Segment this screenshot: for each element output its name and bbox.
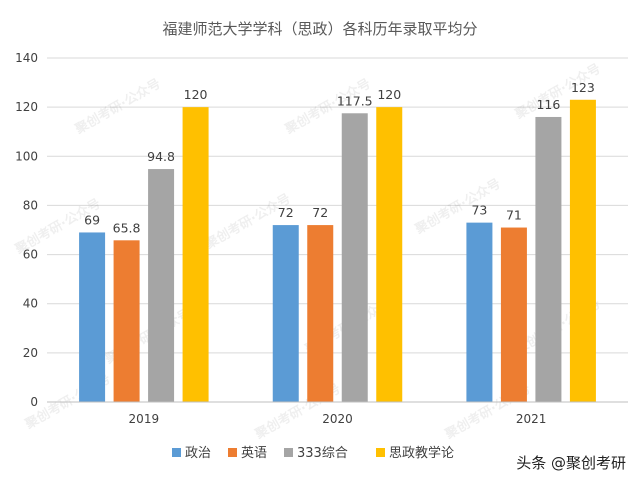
data-label: 94.8 — [147, 149, 175, 164]
chart-title: 福建师范大学学科（思政）各科历年录取平均分 — [162, 20, 477, 38]
x-tick-label: 2019 — [129, 412, 160, 426]
legend-swatch — [376, 448, 385, 457]
data-label: 120 — [377, 87, 401, 102]
source-credit: 头条 @聚创考研 — [516, 454, 626, 472]
y-tick-label: 20 — [23, 346, 38, 360]
bar — [113, 240, 140, 402]
y-tick-label: 80 — [23, 198, 38, 212]
data-label: 71 — [506, 208, 522, 223]
bar — [376, 107, 403, 403]
data-label: 72 — [278, 205, 294, 220]
legend-label: 333综合 — [297, 446, 348, 461]
data-label: 65.8 — [113, 220, 141, 235]
legend: 政治 英语 333综合 思政教学论 — [172, 445, 454, 461]
bar — [500, 227, 527, 402]
y-tick-label: 120 — [15, 100, 38, 114]
legend-label: 英语 — [241, 446, 267, 461]
bar — [182, 107, 209, 403]
legend-swatch — [228, 448, 237, 457]
bar — [341, 113, 368, 403]
data-label: 73 — [471, 203, 487, 218]
x-tick-label: 2021 — [516, 412, 547, 426]
y-tick-label: 60 — [23, 248, 38, 262]
y-tick-label: 140 — [15, 51, 38, 65]
legend-label: 政治 — [185, 446, 211, 461]
bar — [307, 225, 334, 402]
data-label: 116 — [536, 97, 560, 112]
bar — [272, 225, 299, 402]
legend-swatch — [172, 448, 181, 457]
data-label: 117.5 — [337, 93, 373, 108]
grid-lines — [47, 57, 628, 354]
data-label: 120 — [184, 87, 208, 102]
legend-label: 思政教学论 — [389, 445, 454, 461]
axes: 0 20 40 60 80 100 120 140 2019 2020 2021 — [15, 51, 628, 426]
y-tick-label: 0 — [30, 395, 38, 409]
y-tick-label: 40 — [23, 297, 38, 311]
bar — [569, 99, 596, 403]
legend-swatch — [284, 448, 293, 457]
bars: 69 65.8 94.8 120 72 72 117.5 120 73 71 116 123 — [79, 80, 596, 403]
bar — [148, 169, 175, 402]
data-label: 69 — [84, 212, 100, 227]
x-tick-label: 2020 — [322, 412, 353, 426]
bar — [535, 116, 562, 402]
bar — [466, 222, 493, 402]
bar — [79, 232, 106, 402]
data-label: 72 — [312, 205, 328, 220]
data-label: 123 — [571, 80, 595, 95]
y-tick-label: 100 — [15, 149, 38, 163]
